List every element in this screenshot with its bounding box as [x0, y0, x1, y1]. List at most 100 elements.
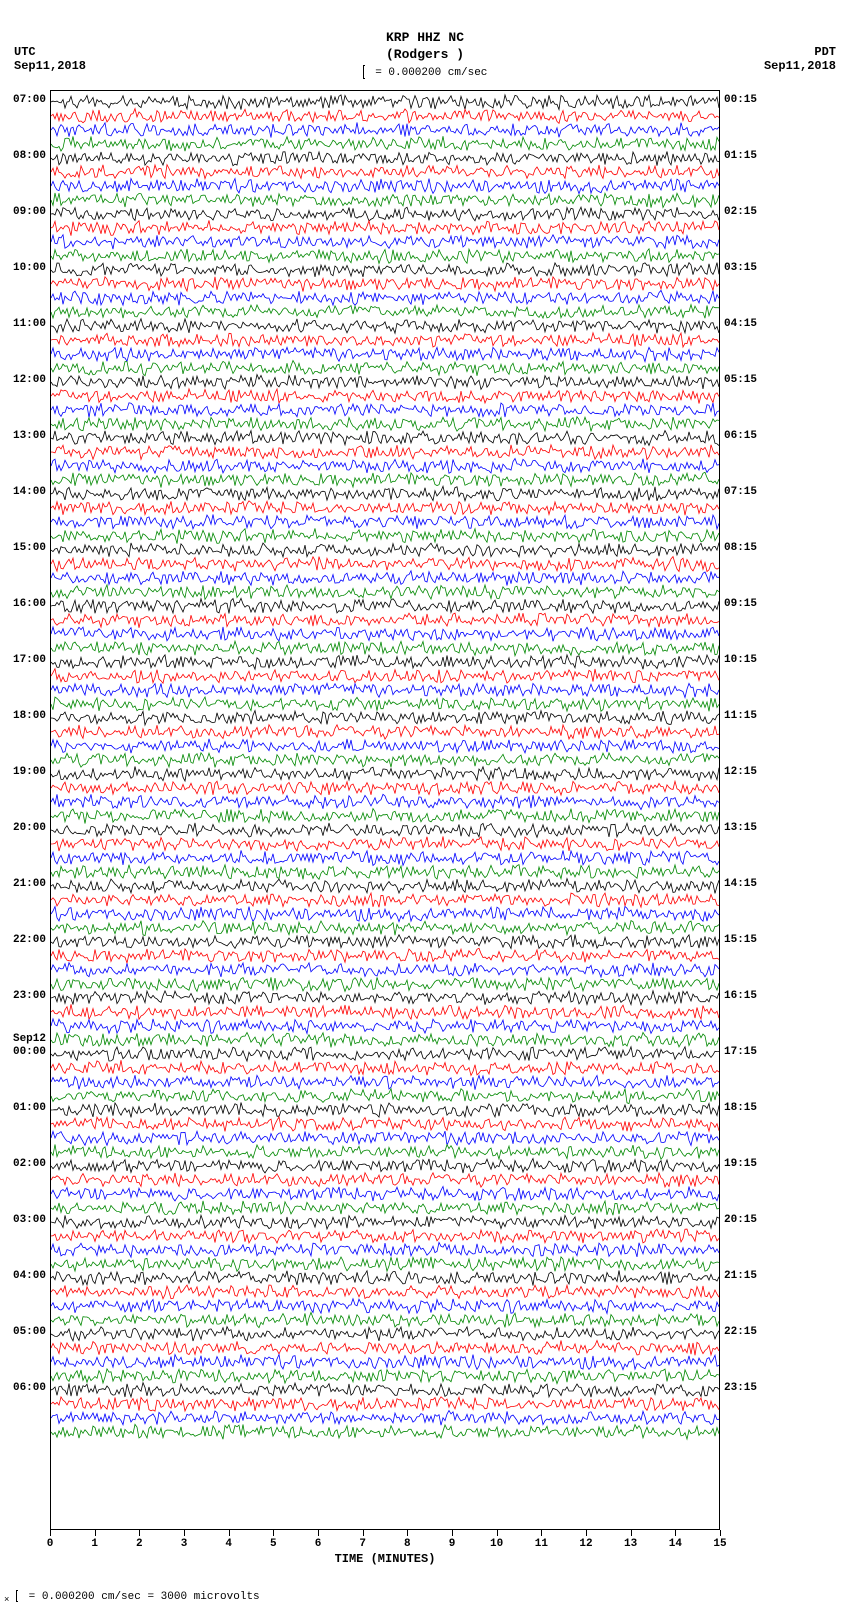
trace-row — [51, 669, 719, 677]
trace-row — [51, 1383, 719, 1391]
trace-row — [51, 277, 719, 285]
trace-row — [51, 1355, 719, 1363]
trace-row — [51, 739, 719, 747]
x-tick-label: 5 — [270, 1538, 277, 1550]
trace-row — [51, 151, 719, 159]
trace-row — [51, 445, 719, 453]
x-tick-label: 0 — [47, 1538, 54, 1550]
left-time-label: 08:00 — [2, 150, 46, 162]
trace-row — [51, 879, 719, 887]
left-time-label: 19:00 — [2, 766, 46, 778]
x-tick — [95, 1530, 96, 1536]
trace-row — [51, 1005, 719, 1013]
trace-row — [51, 753, 719, 761]
right-time-label: 12:15 — [724, 766, 768, 778]
trace-row — [51, 137, 719, 145]
trace-row — [51, 529, 719, 537]
right-time-label: 21:15 — [724, 1270, 768, 1282]
left-time-label: 21:00 — [2, 878, 46, 890]
trace-row — [51, 655, 719, 663]
trace-row — [51, 389, 719, 397]
trace-row — [51, 977, 719, 985]
right-time-label: 23:15 — [724, 1382, 768, 1394]
trace-row — [51, 711, 719, 719]
trace-row — [51, 557, 719, 565]
scale-text: = 0.000200 cm/sec — [375, 67, 487, 79]
trace-row — [51, 417, 719, 425]
trace-row — [51, 501, 719, 509]
trace-row — [51, 697, 719, 705]
trace-row — [51, 627, 719, 635]
scale-legend: = 0.000200 cm/sec — [0, 65, 850, 79]
trace-row — [51, 95, 719, 103]
trace-row — [51, 431, 719, 439]
x-tick — [675, 1530, 676, 1536]
right-time-label: 07:15 — [724, 486, 768, 498]
right-time-label: 22:15 — [724, 1326, 768, 1338]
left-time-label: 14:00 — [2, 486, 46, 498]
right-time-label: 09:15 — [724, 598, 768, 610]
right-time-label: 03:15 — [724, 262, 768, 274]
trace-row — [51, 1145, 719, 1153]
trace-row — [51, 865, 719, 873]
x-tick — [452, 1530, 453, 1536]
trace-row — [51, 851, 719, 859]
x-tick — [541, 1530, 542, 1536]
left-time-label: 12:00 — [2, 374, 46, 386]
right-time-label: 19:15 — [724, 1158, 768, 1170]
trace-row — [51, 1033, 719, 1041]
trace-row — [51, 375, 719, 383]
trace-row — [51, 1341, 719, 1349]
left-time-label: 23:00 — [2, 990, 46, 1002]
left-time-label: 04:00 — [2, 1270, 46, 1282]
x-tick-label: 6 — [315, 1538, 322, 1550]
right-time-label: 15:15 — [724, 934, 768, 946]
trace-row — [51, 263, 719, 271]
trace-row — [51, 613, 719, 621]
trace-row — [51, 1047, 719, 1055]
trace-row — [51, 1257, 719, 1265]
trace-row — [51, 543, 719, 551]
trace-row — [51, 683, 719, 691]
trace-row — [51, 109, 719, 117]
trace-row — [51, 795, 719, 803]
left-time-label: 11:00 — [2, 318, 46, 330]
trace-row — [51, 1159, 719, 1167]
trace-row — [51, 767, 719, 775]
right-time-label: 10:15 — [724, 654, 768, 666]
footer: × = 0.000200 cm/sec = 3000 microvolts — [4, 1590, 260, 1605]
trace-row — [51, 1019, 719, 1027]
tz-utc: UTC — [14, 45, 86, 59]
footer-text: = 0.000200 cm/sec = 3000 microvolts — [29, 1591, 260, 1603]
trace-row — [51, 1271, 719, 1279]
left-time-label: 22:00 — [2, 934, 46, 946]
right-time-label: 02:15 — [724, 206, 768, 218]
x-tick-label: 4 — [225, 1538, 232, 1550]
trace-row — [51, 1425, 719, 1433]
trace-row — [51, 193, 719, 201]
trace-row — [51, 935, 719, 943]
trace-row — [51, 1327, 719, 1335]
trace-row — [51, 1131, 719, 1139]
x-tick — [586, 1530, 587, 1536]
trace-row — [51, 305, 719, 313]
trace-row — [51, 725, 719, 733]
x-tick — [273, 1530, 274, 1536]
station-code: KRP HHZ NC — [0, 30, 850, 47]
left-time-label: 06:00 — [2, 1382, 46, 1394]
left-time-label: 20:00 — [2, 822, 46, 834]
helicorder-container: KRP HHZ NC (Rodgers ) = 0.000200 cm/sec … — [0, 0, 850, 1613]
trace-row — [51, 1089, 719, 1097]
x-tick — [184, 1530, 185, 1536]
trace-row — [51, 487, 719, 495]
trace-row — [51, 1075, 719, 1083]
trace-row — [51, 1243, 719, 1251]
right-time-label: 06:15 — [724, 430, 768, 442]
x-axis: TIME (MINUTES) 0123456789101112131415 — [50, 1530, 720, 1570]
x-tick-label: 12 — [579, 1538, 592, 1550]
x-tick-label: 11 — [535, 1538, 548, 1550]
trace-row — [51, 585, 719, 593]
x-tick-label: 1 — [91, 1538, 98, 1550]
trace-row — [51, 1117, 719, 1125]
header: KRP HHZ NC (Rodgers ) — [0, 30, 850, 64]
